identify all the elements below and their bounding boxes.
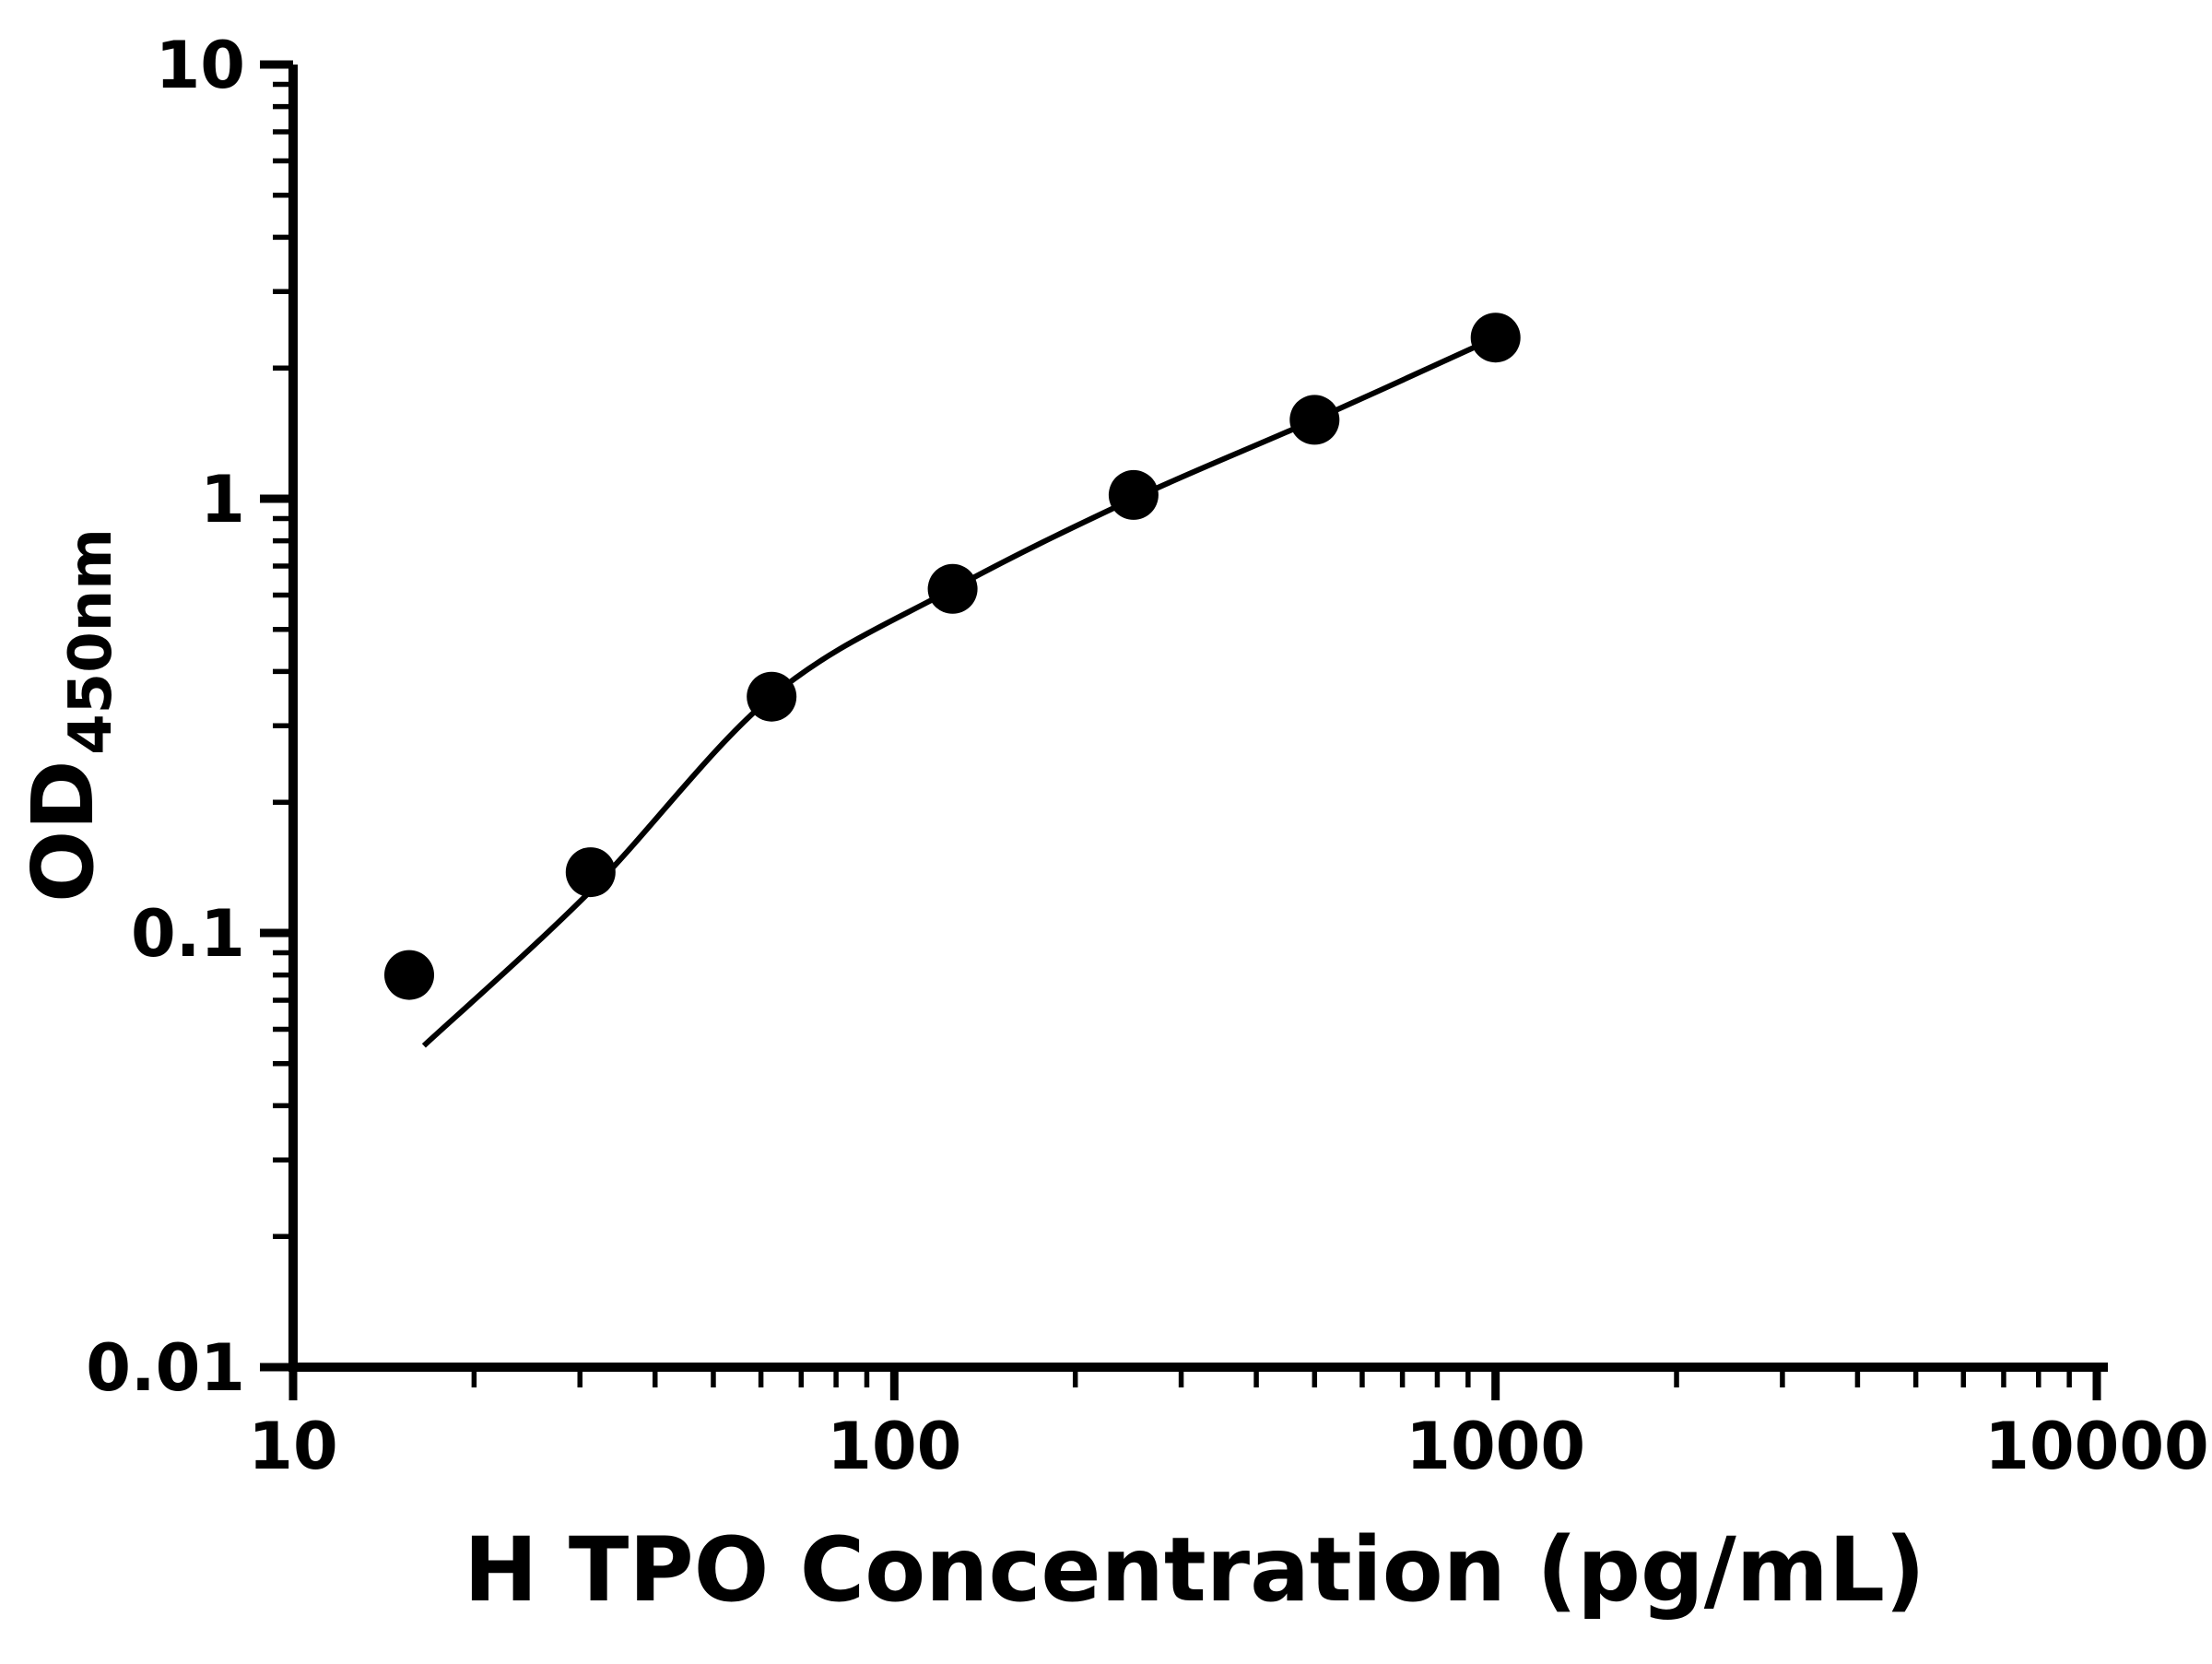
- x-tick-label: 100: [827, 1409, 961, 1484]
- y-axis-title-main: OD: [14, 760, 112, 903]
- data-point: [1108, 469, 1159, 520]
- x-tick-label: 1000: [1406, 1409, 1585, 1484]
- fit-curve: [421, 335, 1497, 1048]
- y-tick-label: 1: [200, 462, 245, 537]
- y-tick-label: 0.01: [86, 1330, 245, 1406]
- tick-labels: 10 100 1000 10000 10 1 0.1 0.01: [86, 28, 2208, 1484]
- axis-ticks: [260, 60, 2101, 1400]
- data-point: [747, 671, 797, 722]
- data-point: [384, 950, 434, 1000]
- data-point: [1289, 395, 1340, 445]
- y-axis-title: OD 450nm: [14, 528, 125, 903]
- axis-lines: [288, 65, 2108, 1372]
- y-axis-title-subscript: 450nm: [57, 528, 125, 755]
- x-axis-title: H TPO Concentration (pg/mL): [464, 1518, 1925, 1622]
- x-tick-label: 10000: [1984, 1409, 2209, 1484]
- data-points: [384, 313, 1521, 1000]
- data-point: [1470, 313, 1521, 363]
- data-point: [565, 847, 616, 898]
- y-tick-label: 10: [156, 28, 245, 103]
- x-tick-label: 10: [248, 1409, 337, 1484]
- data-point: [927, 563, 978, 614]
- y-tick-label: 0.1: [131, 896, 245, 972]
